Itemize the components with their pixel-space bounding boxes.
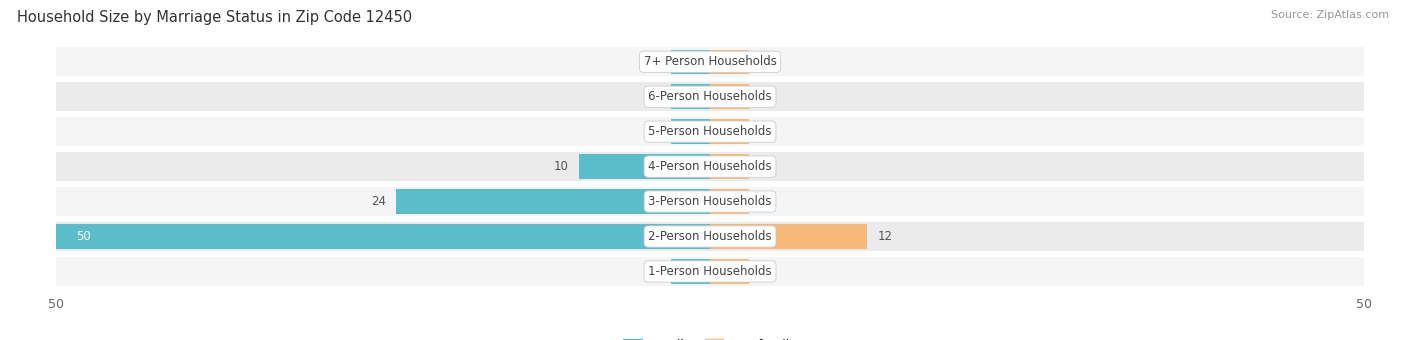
Text: 4-Person Households: 4-Person Households xyxy=(648,160,772,173)
Text: 1-Person Households: 1-Person Households xyxy=(648,265,772,278)
Text: 50: 50 xyxy=(76,230,90,243)
Text: 0: 0 xyxy=(759,160,768,173)
Bar xyxy=(710,50,749,74)
Text: 12: 12 xyxy=(877,230,893,243)
Bar xyxy=(56,152,1364,181)
Bar xyxy=(671,119,710,144)
Text: 0: 0 xyxy=(759,195,768,208)
Bar xyxy=(671,84,710,109)
Bar xyxy=(710,154,749,179)
Text: 2-Person Households: 2-Person Households xyxy=(648,230,772,243)
Bar xyxy=(56,257,1364,286)
Bar xyxy=(396,189,710,214)
Bar xyxy=(56,187,1364,216)
Text: 0: 0 xyxy=(652,55,661,68)
Text: 6-Person Households: 6-Person Households xyxy=(648,90,772,103)
Text: Source: ZipAtlas.com: Source: ZipAtlas.com xyxy=(1271,10,1389,20)
Text: 0: 0 xyxy=(652,125,661,138)
Text: 3-Person Households: 3-Person Households xyxy=(648,195,772,208)
Text: 0: 0 xyxy=(652,265,661,278)
Text: 0: 0 xyxy=(759,55,768,68)
Text: Household Size by Marriage Status in Zip Code 12450: Household Size by Marriage Status in Zip… xyxy=(17,10,412,25)
Bar xyxy=(710,259,749,284)
Text: 10: 10 xyxy=(554,160,569,173)
Text: 24: 24 xyxy=(371,195,385,208)
Bar xyxy=(671,50,710,74)
Bar xyxy=(710,224,868,249)
Bar xyxy=(56,222,1364,251)
Bar xyxy=(56,48,1364,76)
Bar xyxy=(710,84,749,109)
Bar xyxy=(710,119,749,144)
Legend: Family, Nonfamily: Family, Nonfamily xyxy=(619,334,801,340)
Text: 5-Person Households: 5-Person Households xyxy=(648,125,772,138)
Text: 0: 0 xyxy=(652,90,661,103)
Text: 0: 0 xyxy=(759,265,768,278)
Text: 0: 0 xyxy=(759,125,768,138)
Text: 7+ Person Households: 7+ Person Households xyxy=(644,55,776,68)
Text: 0: 0 xyxy=(759,90,768,103)
Bar xyxy=(710,189,749,214)
Bar xyxy=(671,259,710,284)
Bar xyxy=(56,117,1364,146)
Bar xyxy=(56,224,710,249)
Bar xyxy=(579,154,710,179)
Bar xyxy=(56,82,1364,111)
